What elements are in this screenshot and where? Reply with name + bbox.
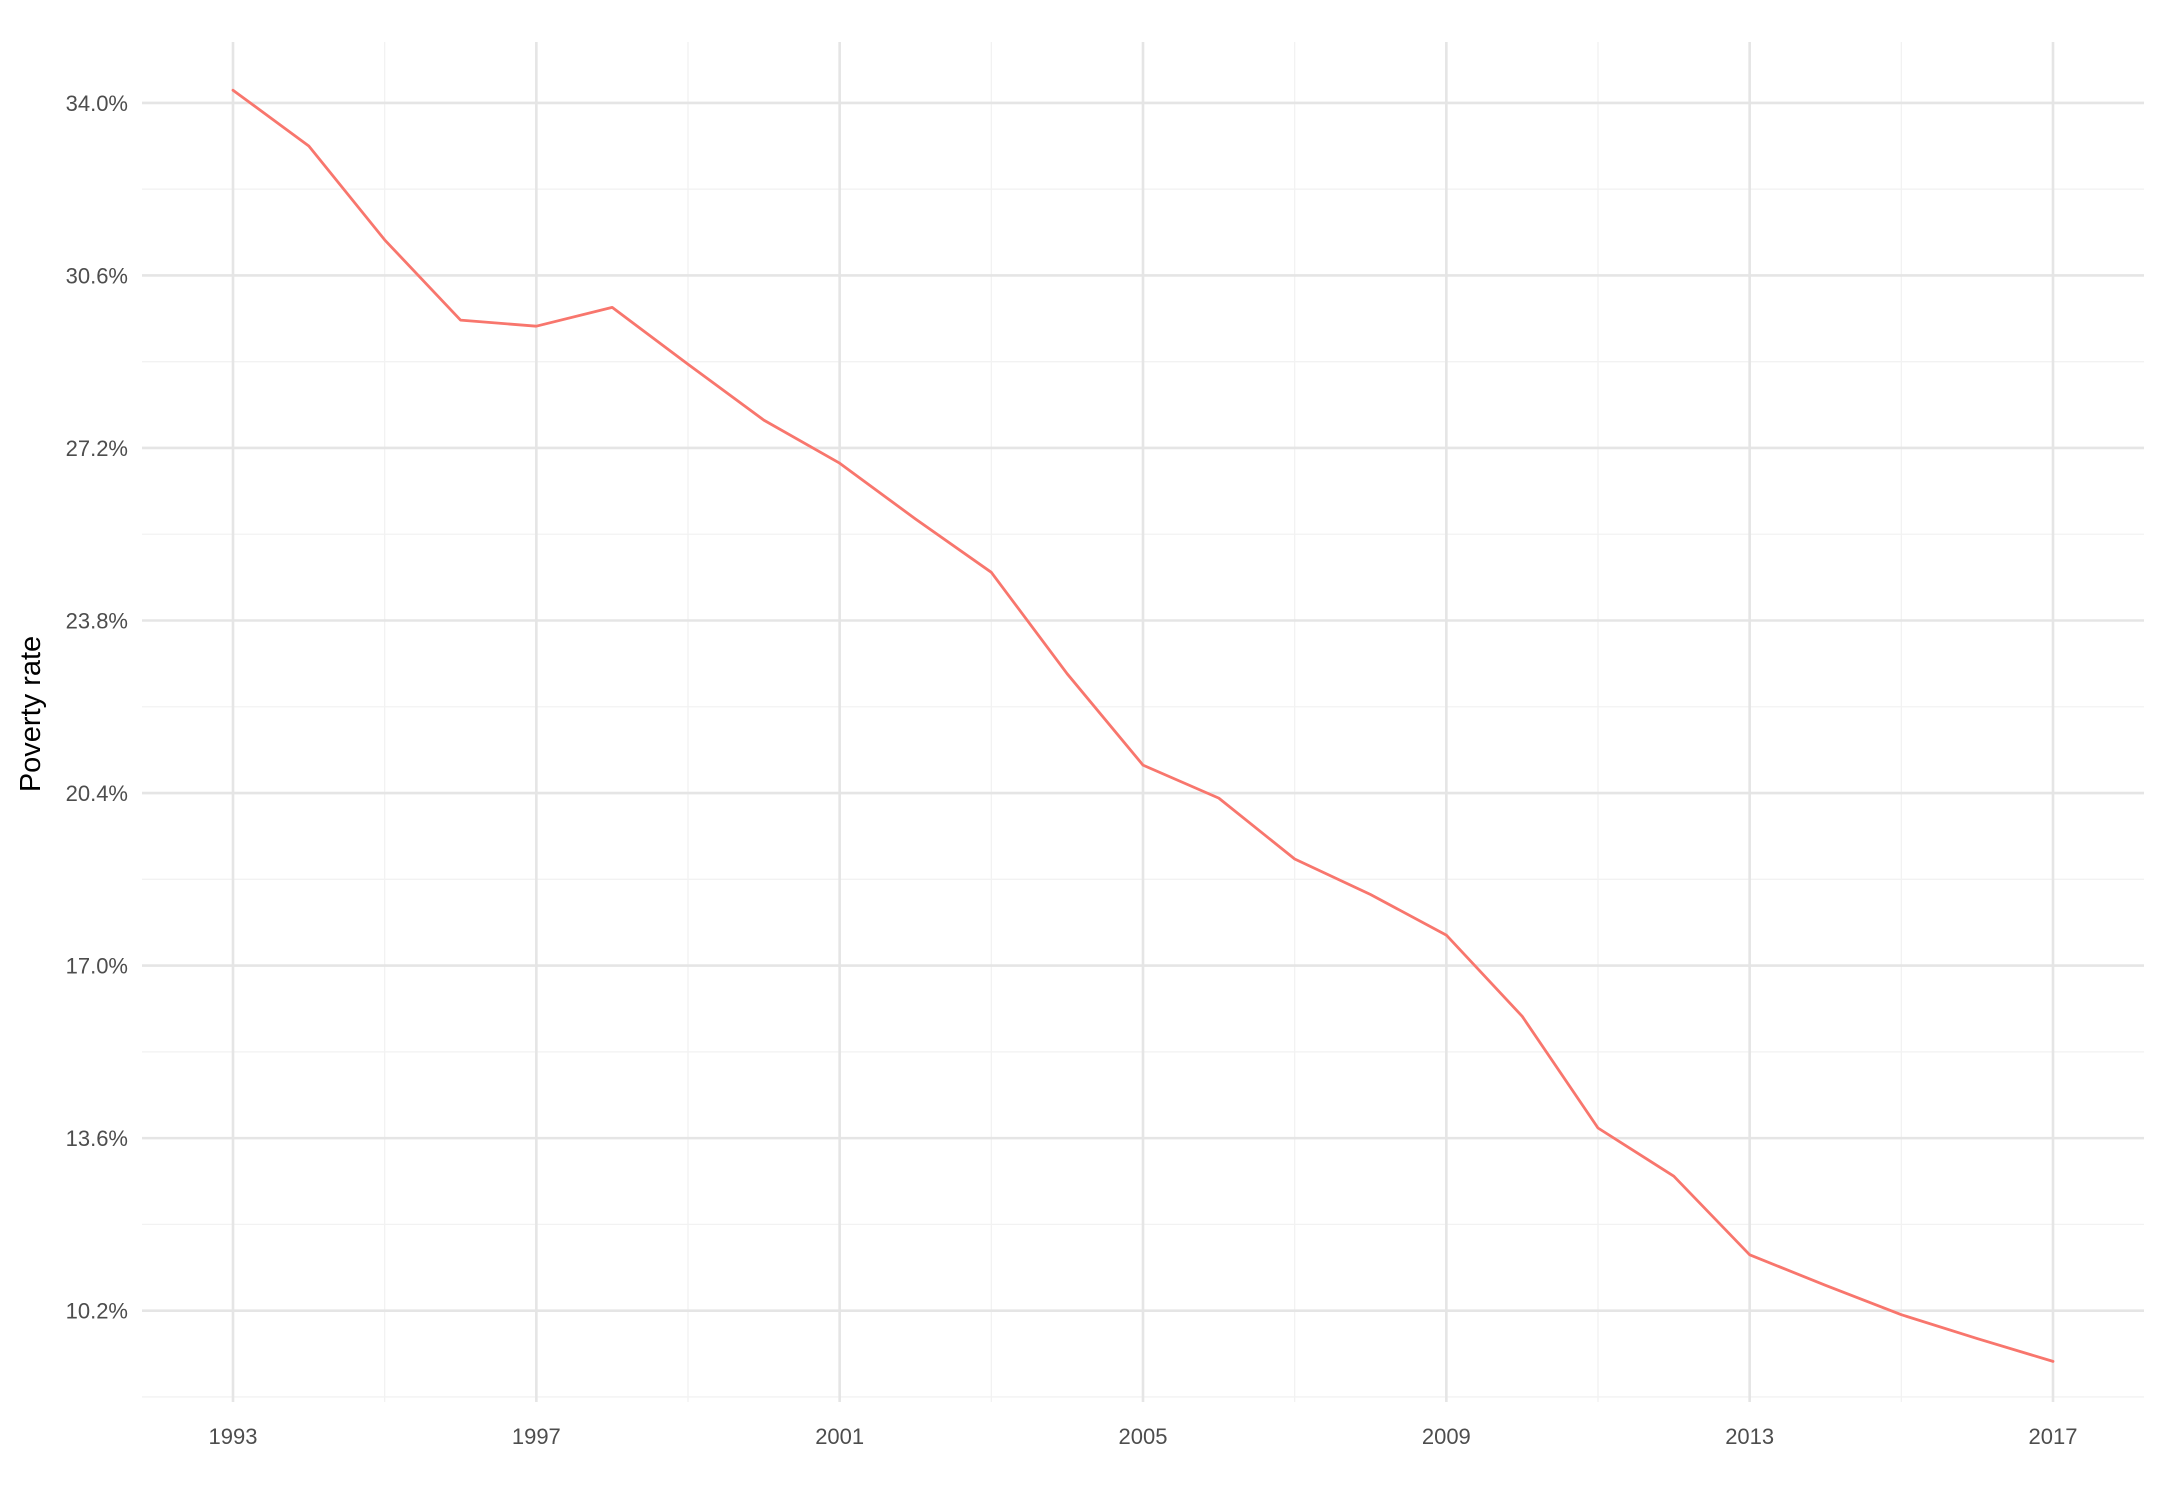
x-tick-label: 2013 — [1725, 1424, 1774, 1449]
y-tick-label: 10.2% — [66, 1299, 128, 1324]
y-tick-label: 17.0% — [66, 954, 128, 979]
y-tick-label: 27.2% — [66, 436, 128, 461]
y-tick-label: 20.4% — [66, 781, 128, 806]
major-gridlines — [142, 42, 2144, 1402]
y-tick-label: 30.6% — [66, 263, 128, 288]
x-tick-label: 2001 — [815, 1424, 864, 1449]
series-layer — [231, 88, 2055, 1363]
x-tick-label: 2009 — [1422, 1424, 1471, 1449]
y-tick-label: 13.6% — [66, 1126, 128, 1151]
series-line — [231, 88, 2055, 1363]
y-axis-title: Poverty rate — [15, 636, 47, 792]
y-tick-labels: 10.2% 13.6% 17.0% 20.4% 23.8% 27.2% 30.6% 34.0% — [66, 91, 128, 1324]
y-tick-label: 34.0% — [66, 91, 128, 116]
x-tick-labels: 1993 1997 2001 2005 2009 2013 2017 — [209, 1424, 2078, 1449]
x-tick-label: 2017 — [2029, 1424, 2078, 1449]
x-tick-label: 1997 — [512, 1424, 561, 1449]
x-tick-label: 1993 — [209, 1424, 258, 1449]
x-tick-label: 2005 — [1119, 1424, 1168, 1449]
y-tick-label: 23.8% — [66, 609, 128, 634]
